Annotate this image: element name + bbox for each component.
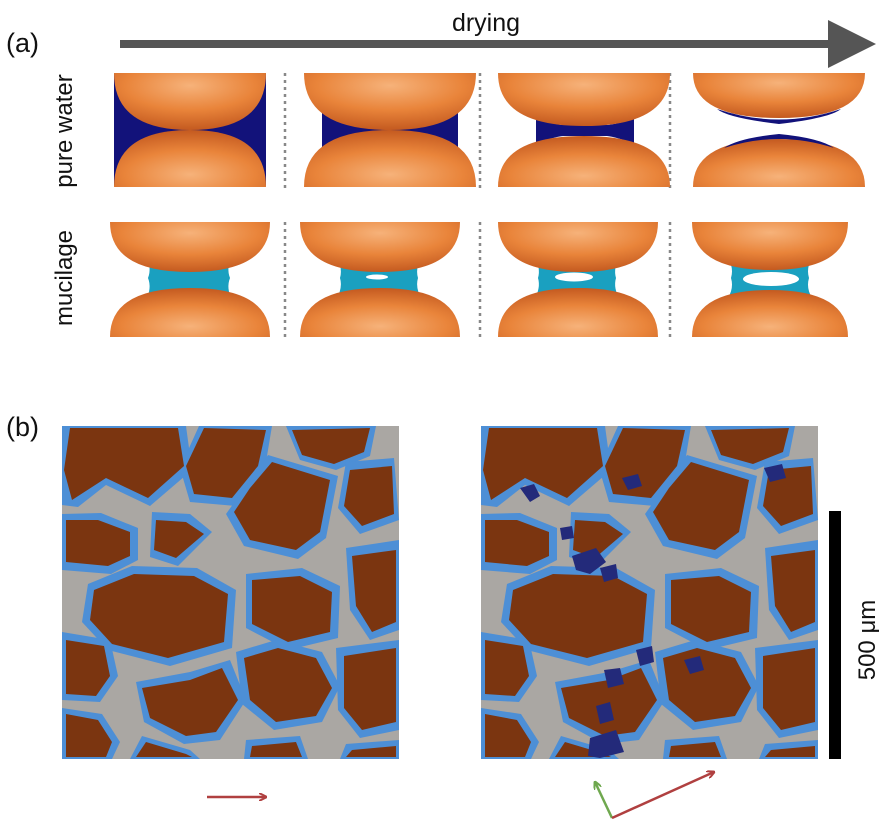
panel-b-label: (b) — [6, 412, 39, 442]
drying-label: drying — [452, 9, 520, 37]
water-bridge-stage-1 — [114, 73, 266, 187]
mucilage-bridge-stage-4 — [692, 222, 848, 337]
air-bubble — [366, 275, 388, 280]
row-label-pure-water: pure water — [51, 74, 78, 187]
mucilage-bridge-stage-1 — [110, 222, 270, 337]
water-bridge-stage-4 — [693, 73, 865, 187]
mucilage-bridge-stage-3 — [498, 222, 658, 337]
panel-a-label: (a) — [6, 28, 39, 58]
mucilage-bridge-stage-2 — [300, 222, 460, 337]
scale-bar-label: 500 μm — [854, 600, 879, 681]
scale-bar — [829, 511, 841, 759]
soil-image-left — [62, 426, 399, 759]
water-bridge-stage-2 — [304, 73, 476, 187]
direction-arrow-green — [595, 782, 612, 818]
air-bubble — [743, 272, 799, 286]
direction-arrow-red-right — [612, 772, 714, 818]
air-bubble — [555, 273, 593, 282]
water-bridge-stage-3 — [498, 73, 670, 187]
row-label-mucilage: mucilage — [51, 230, 78, 326]
